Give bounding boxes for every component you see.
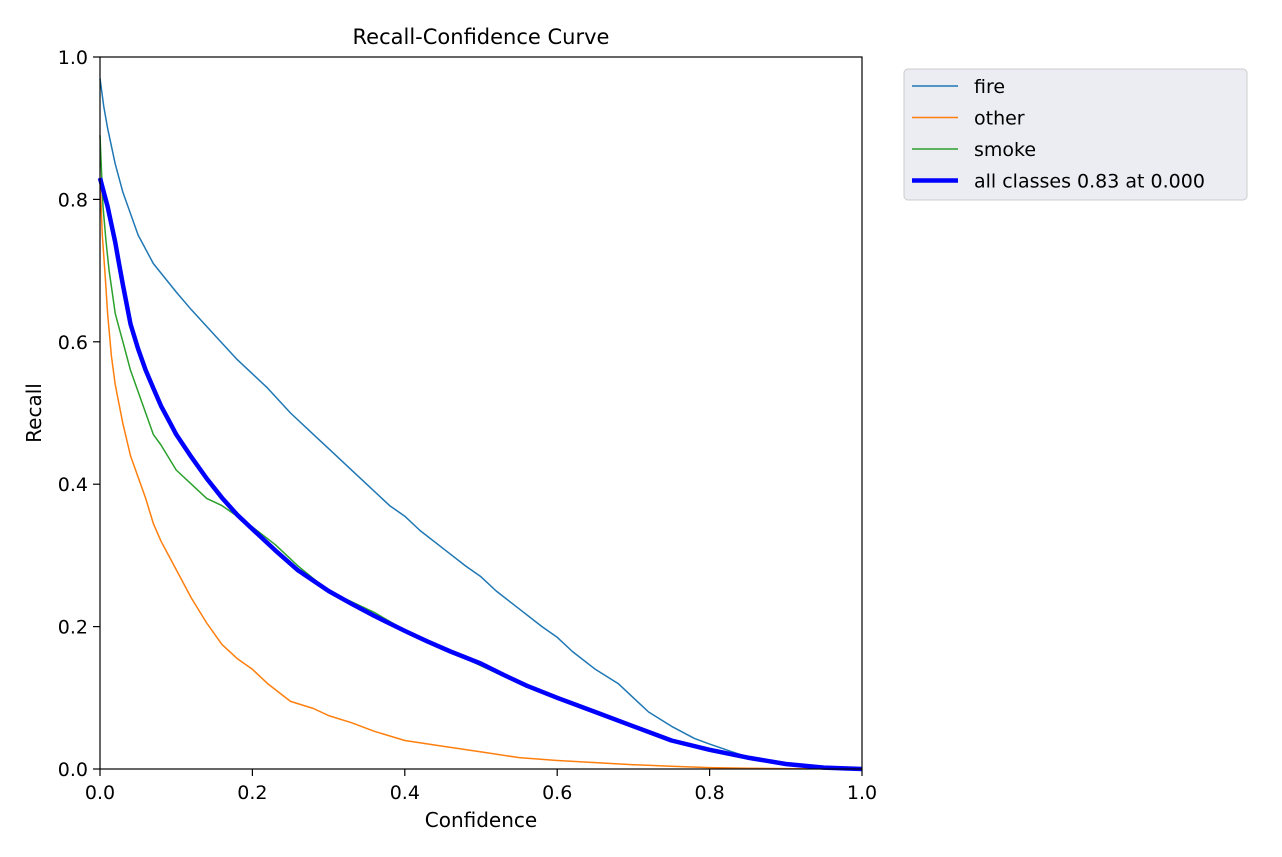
legend: fire other smoke all classes 0.83 at 0.000 [903, 68, 1248, 201]
y-tick-label: 0.4 [58, 474, 88, 496]
y-axis-ticks: 0.0 0.2 0.4 0.6 0.8 1.0 [58, 47, 100, 781]
series-line-1 [99, 177, 863, 770]
x-tick-label: 0.0 [85, 782, 115, 804]
y-tick-label: 0.0 [58, 759, 88, 781]
x-axis-ticks: 0.0 0.2 0.4 0.6 0.8 1.0 [85, 769, 877, 804]
y-axis-label: Recall [22, 383, 46, 443]
legend-label-1: other [974, 108, 1025, 130]
legend-label-2: smoke [974, 139, 1036, 161]
series-line-0 [99, 78, 863, 770]
y-tick-label: 0.2 [58, 617, 88, 639]
legend-box [903, 68, 1248, 201]
legend-label-0: fire [974, 76, 1005, 98]
y-tick-label: 1.0 [58, 47, 88, 69]
y-tick-label: 0.6 [58, 332, 88, 354]
x-tick-label: 0.4 [390, 782, 420, 804]
series-line-3 [97, 177, 863, 772]
x-axis-label: Confidence [425, 808, 537, 832]
series-layer [97, 78, 863, 772]
plot-frame [99, 56, 863, 770]
y-tick-label: 0.8 [58, 189, 88, 211]
x-tick-label: 0.8 [694, 782, 724, 804]
x-tick-label: 0.6 [542, 782, 572, 804]
legend-label-3: all classes 0.83 at 0.000 [974, 171, 1205, 193]
x-tick-label: 1.0 [847, 782, 877, 804]
chart-title: Recall-Confidence Curve [353, 25, 610, 49]
x-tick-label: 0.2 [237, 782, 267, 804]
